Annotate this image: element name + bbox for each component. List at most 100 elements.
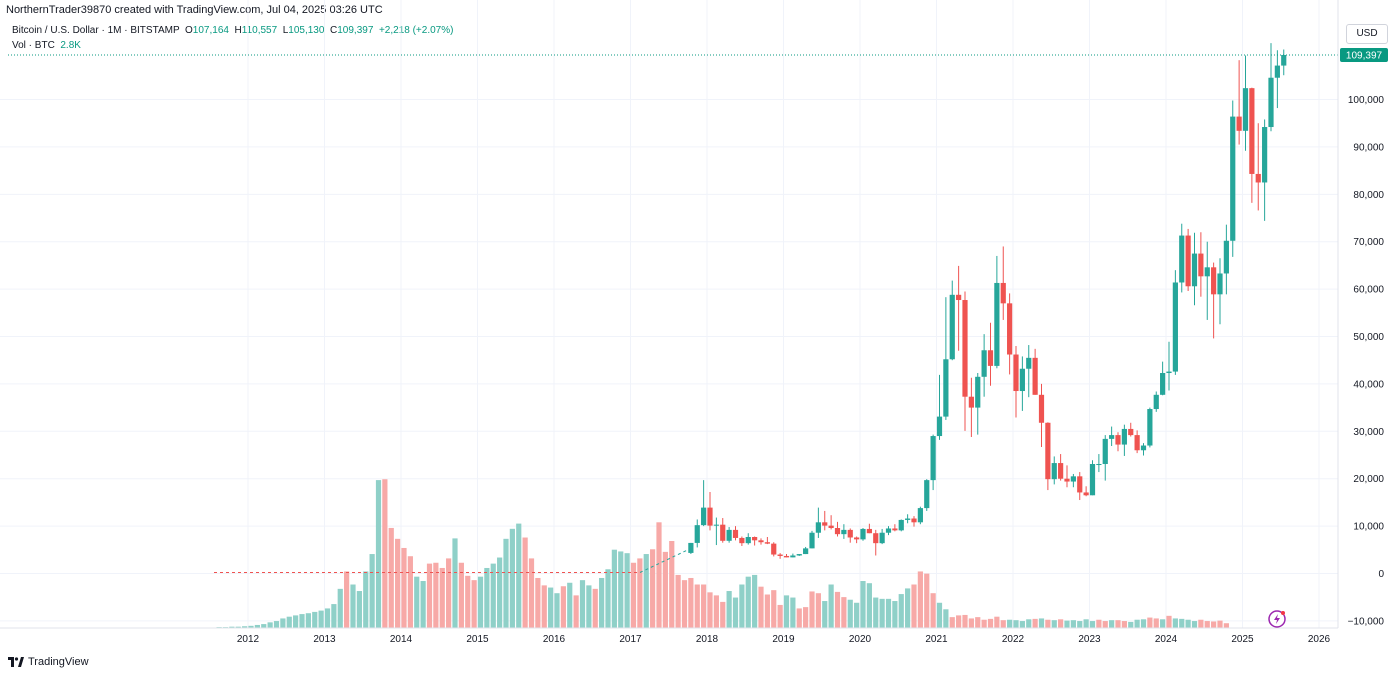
volume-bar: [611, 549, 617, 628]
volume-bar: [254, 624, 260, 628]
volume-bar: [286, 616, 292, 628]
price-tick-label: 100,000: [1348, 95, 1385, 106]
candle-body: [1070, 476, 1076, 482]
tradingview-wordmark: TradingView: [28, 656, 89, 668]
volume-bar: [312, 611, 318, 628]
candle-body: [1217, 273, 1223, 295]
time-tick-label: 2017: [619, 634, 642, 645]
candle-body: [987, 350, 994, 366]
time-tick-label: 2026: [1308, 634, 1331, 645]
volume-bar: [669, 541, 675, 628]
volume-bar: [1211, 621, 1217, 628]
volume-bar: [490, 563, 496, 628]
time-tick-label: 2021: [925, 634, 948, 645]
time-tick-label: 2019: [772, 634, 795, 645]
volume-bar: [235, 626, 241, 628]
candle-body: [962, 300, 968, 397]
last-price-box: [1340, 47, 1388, 62]
time-tick-label: 2025: [1231, 634, 1254, 645]
candle-body: [943, 359, 949, 417]
open-value: 107,164: [192, 25, 229, 36]
volume-bar: [943, 609, 949, 628]
volume-bar: [681, 580, 688, 628]
lightning-icon[interactable]: [1268, 610, 1286, 628]
candle-body: [1077, 476, 1083, 493]
candle-body: [1191, 253, 1198, 287]
candle-body: [707, 507, 713, 526]
volume-bar: [548, 587, 554, 628]
candle-body: [1032, 357, 1038, 395]
volume-bar: [783, 595, 790, 628]
high-label: H: [234, 25, 242, 36]
candle-body: [975, 376, 981, 408]
candle-body: [790, 555, 796, 558]
candle-body: [866, 528, 872, 534]
volume-bar: [439, 567, 445, 628]
symbol-name[interactable]: Bitcoin / U.S. Dollar · 1M · BITSTAMP: [12, 25, 180, 36]
candle-body: [720, 524, 726, 541]
candle-body: [1045, 422, 1051, 480]
candle-body: [1249, 88, 1255, 174]
volume-legend: Vol · BTC 2.8K: [12, 40, 81, 51]
volume-bar: [1007, 619, 1013, 628]
volume-bar: [579, 580, 586, 628]
volume-bar: [535, 577, 541, 628]
price-tick-label: 60,000: [1353, 285, 1384, 296]
volume-bar: [356, 591, 362, 628]
close-label: C: [330, 25, 338, 36]
volume-bar: [936, 602, 943, 628]
volume-bar: [1019, 621, 1025, 628]
volume-bar: [847, 599, 853, 628]
candle-body: [815, 522, 821, 533]
candle-body: [1223, 240, 1229, 274]
volume-bar: [1121, 621, 1127, 628]
volume-bar: [732, 597, 739, 628]
volume-bar: [305, 613, 311, 628]
volume-bar: [1160, 619, 1166, 628]
candle-body: [739, 537, 745, 544]
candle-body: [1166, 371, 1172, 374]
volume-bar: [1083, 619, 1089, 628]
symbol-legend: Bitcoin / U.S. Dollar · 1M · BITSTAMP O1…: [12, 25, 453, 36]
volume-bar: [350, 584, 356, 628]
volume-bar: [1153, 618, 1159, 628]
volume-bar: [528, 558, 535, 628]
volume-bar: [1147, 617, 1153, 628]
currency-button[interactable]: USD: [1346, 24, 1388, 44]
time-axis: 2012 2013 2014 2015 2016 2017 2018 2019 2020 2021…: [237, 634, 1331, 645]
volume-bar: [267, 622, 273, 628]
volume-bar: [720, 601, 726, 628]
time-tick-label: 2023: [1078, 634, 1101, 645]
candle-body: [1102, 438, 1108, 465]
candle-body: [1121, 428, 1127, 445]
candle-body: [949, 294, 955, 360]
tradingview-branding[interactable]: TradingView: [8, 656, 89, 668]
volume-bar: [987, 618, 994, 628]
volume-bar: [822, 601, 828, 628]
volume-bar: [841, 597, 847, 628]
volume-bar: [516, 523, 522, 628]
time-tick-label: 2018: [696, 634, 719, 645]
price-tick-label: 90,000: [1353, 142, 1384, 153]
time-tick-label: 2024: [1155, 634, 1178, 645]
volume-bar: [337, 588, 343, 628]
volume-bar: [892, 601, 898, 628]
price-history-early: [214, 549, 689, 573]
candle-body: [930, 436, 936, 481]
volume-bar: [930, 593, 936, 628]
volume-bar: [917, 571, 923, 628]
volume-bar: [465, 575, 471, 628]
price-tick-label: 10,000: [1353, 522, 1384, 533]
volume-bar: [809, 591, 815, 628]
volume-bar: [911, 584, 917, 628]
volume-bar: [1128, 621, 1134, 628]
candle-body: [1026, 357, 1032, 369]
volume-bar: [433, 562, 439, 628]
volume-label[interactable]: Vol · BTC: [12, 40, 55, 51]
candle-body: [1013, 354, 1019, 392]
candle-body: [1230, 116, 1236, 241]
candle-body: [1268, 77, 1274, 128]
early-price-trace-rise: [639, 549, 689, 573]
candle-body: [1096, 464, 1102, 466]
